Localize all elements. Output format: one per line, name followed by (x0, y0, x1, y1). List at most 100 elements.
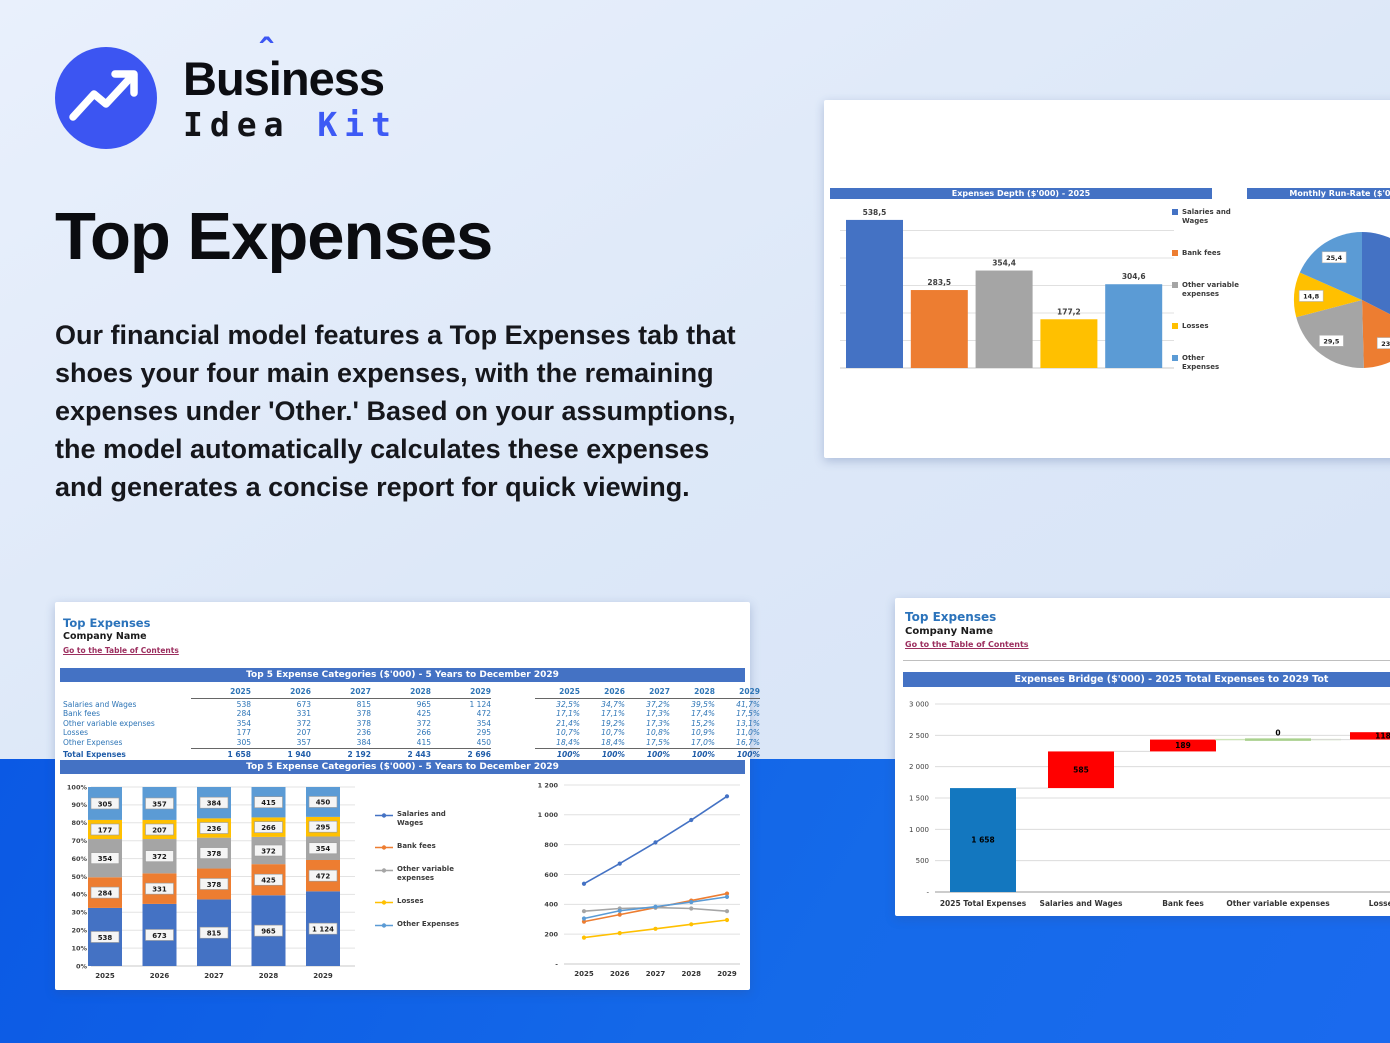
legend-label: Other variable expenses (397, 865, 454, 882)
line-chart-legend: Salaries and Wages Bank fees Other variabl… (375, 810, 461, 943)
legend-item: Other Expenses (1172, 354, 1244, 372)
svg-text:2026: 2026 (610, 970, 630, 978)
legend-item: Bank fees (1172, 249, 1244, 258)
screenshot-expenses-depth: Expenses Depth ($'000) - 2025 Monthly Ru… (824, 100, 1390, 458)
screenshot-top5-expenses: Top Expenses Company Name Go to the Tabl… (55, 602, 760, 990)
svg-text:2029: 2029 (717, 970, 737, 978)
sheet-title: Top Expenses (63, 616, 151, 630)
svg-text:50%: 50% (71, 873, 87, 881)
table-row: Losses 177 207 236 266 295 10,7% 10,7% 10,8% 10,9… (63, 728, 760, 737)
svg-text:Salaries and Wages: Salaries and Wages (1040, 899, 1123, 908)
divider (903, 660, 1390, 661)
legend-item: Other variable expenses (1172, 281, 1244, 299)
svg-text:Bank fees: Bank fees (1162, 899, 1204, 908)
svg-text:200: 200 (544, 930, 558, 938)
svg-text:372: 372 (152, 853, 167, 861)
svg-text:Losses: Losses (1369, 899, 1390, 908)
svg-text:80%: 80% (71, 819, 87, 827)
intro-paragraph: Our financial model features a Top Expen… (55, 320, 736, 503)
legend-label: Other variable expenses (1182, 281, 1239, 298)
waterfall-chart: - 500 1 000 1 500 2 000 2 500 3 000 1 658 2025 T… (897, 692, 1390, 916)
svg-text:450: 450 (316, 799, 331, 807)
svg-text:10%: 10% (71, 944, 87, 952)
legend-line-marker-icon (375, 868, 393, 873)
logo-wordmark: Busi ˆ ness Idea Kit (183, 34, 398, 141)
svg-text:-: - (926, 889, 929, 897)
legend-swatch-icon (1172, 282, 1178, 288)
legend-label: Other Expenses (1182, 354, 1220, 371)
svg-text:415: 415 (261, 799, 276, 807)
legend-item: Salaries and Wages (375, 810, 461, 828)
svg-text:1 000: 1 000 (538, 811, 559, 819)
bar-chart-legend: Salaries and Wages Bank fees Other variabl… (1172, 208, 1244, 395)
table-year-header-row: 2025 2026 2027 2028 2029 2025 2026 2027 2028 2029 (63, 686, 760, 699)
bar-chart-svg: 538,5 283,5 354,4 177,2 304,6 (840, 208, 1174, 369)
svg-text:815: 815 (207, 930, 222, 938)
pie-chart-svg: 23,6 29,5 14,8 25,4 (1294, 232, 1390, 368)
svg-text:1 658: 1 658 (971, 836, 995, 845)
line-chart-svg: - 200 400 600 800 1 000 1 200 2025 2026 2027 2028 2… (538, 781, 740, 978)
svg-text:14,8: 14,8 (1303, 293, 1320, 301)
svg-text:20%: 20% (71, 927, 87, 935)
pie-chart-monthly-run-rate: 23,6 29,5 14,8 25,4 (1286, 224, 1390, 388)
svg-text:-: - (555, 960, 558, 968)
svg-text:354: 354 (98, 855, 113, 863)
legend-label: Bank fees (1182, 249, 1221, 257)
svg-text:1 200: 1 200 (538, 781, 559, 789)
table-of-contents-link[interactable]: Go to the Table of Contents (905, 640, 1029, 649)
svg-text:673: 673 (152, 932, 167, 940)
svg-text:378: 378 (207, 850, 222, 858)
svg-text:30%: 30% (71, 909, 87, 917)
svg-text:965: 965 (261, 927, 276, 935)
svg-text:538: 538 (98, 934, 113, 942)
svg-text:372: 372 (261, 847, 276, 855)
svg-text:236: 236 (207, 825, 222, 833)
line-chart: - 200 400 600 800 1 000 1 200 2025 2026 2027 2028 2… (520, 778, 745, 986)
svg-text:0: 0 (1275, 729, 1280, 738)
legend-label: Bank fees (397, 842, 436, 850)
legend-item: Other Expenses (375, 920, 461, 929)
table-row: Other Expenses 305 357 384 415 450 18,4% 18,4% 1… (63, 737, 760, 747)
legend-label: Losses (397, 897, 424, 905)
svg-text:1 000: 1 000 (909, 826, 929, 834)
svg-text:2025 Total Expenses: 2025 Total Expenses (940, 899, 1027, 908)
svg-text:2027: 2027 (646, 970, 666, 978)
svg-text:118: 118 (1375, 732, 1390, 741)
legend-line-marker-icon (375, 813, 393, 818)
legend-swatch-icon (1172, 250, 1178, 256)
legend-label: Salaries and Wages (1182, 208, 1231, 225)
table-row: Bank fees 284 331 378 425 472 17,1% 17,1% 17,3% 1… (63, 709, 760, 718)
legend-line-marker-icon (375, 923, 393, 928)
chart-header-expenses-depth: Expenses Depth ($'000) - 2025 (830, 188, 1212, 199)
company-name: Company Name (905, 626, 993, 637)
legend-swatch-icon (1172, 209, 1178, 215)
svg-text:2025: 2025 (574, 970, 594, 978)
svg-text:25,4: 25,4 (1326, 254, 1343, 262)
svg-text:472: 472 (316, 872, 331, 880)
legend-item: Losses (375, 897, 461, 906)
chart-header-expenses-bridge: Expenses Bridge ($'000) - 2025 Total Exp… (903, 672, 1390, 687)
svg-text:100%: 100% (67, 783, 88, 791)
table-row: Other variable expenses 354 372 378 372 354 21… (63, 718, 760, 728)
svg-text:284: 284 (98, 889, 113, 897)
svg-text:354: 354 (316, 845, 331, 853)
stacked-bar-chart: 0% 10% 20% 30% 40% 50% 60% 70% 80% 90% 100% 538 284 3… (57, 778, 367, 986)
table-of-contents-link[interactable]: Go to the Table of Contents (63, 646, 179, 655)
legend-line-marker-icon (375, 845, 393, 850)
svg-text:2028: 2028 (259, 972, 279, 980)
svg-text:384: 384 (207, 799, 222, 807)
svg-text:600: 600 (544, 871, 558, 879)
svg-text:189: 189 (1175, 741, 1191, 750)
legend-item: Losses (1172, 322, 1244, 331)
legend-swatch-icon (1172, 355, 1178, 361)
legend-line-marker-icon (375, 900, 393, 905)
svg-text:331: 331 (152, 885, 167, 893)
sheet-title: Top Expenses (905, 610, 997, 624)
svg-text:500: 500 (916, 857, 929, 865)
brand-logo: Busi ˆ ness Idea Kit (55, 34, 398, 149)
svg-text:585: 585 (1073, 765, 1089, 774)
trend-up-arrow-icon (69, 70, 138, 121)
company-name: Company Name (63, 631, 147, 642)
svg-text:378: 378 (207, 881, 222, 889)
svg-text:357: 357 (152, 800, 167, 808)
